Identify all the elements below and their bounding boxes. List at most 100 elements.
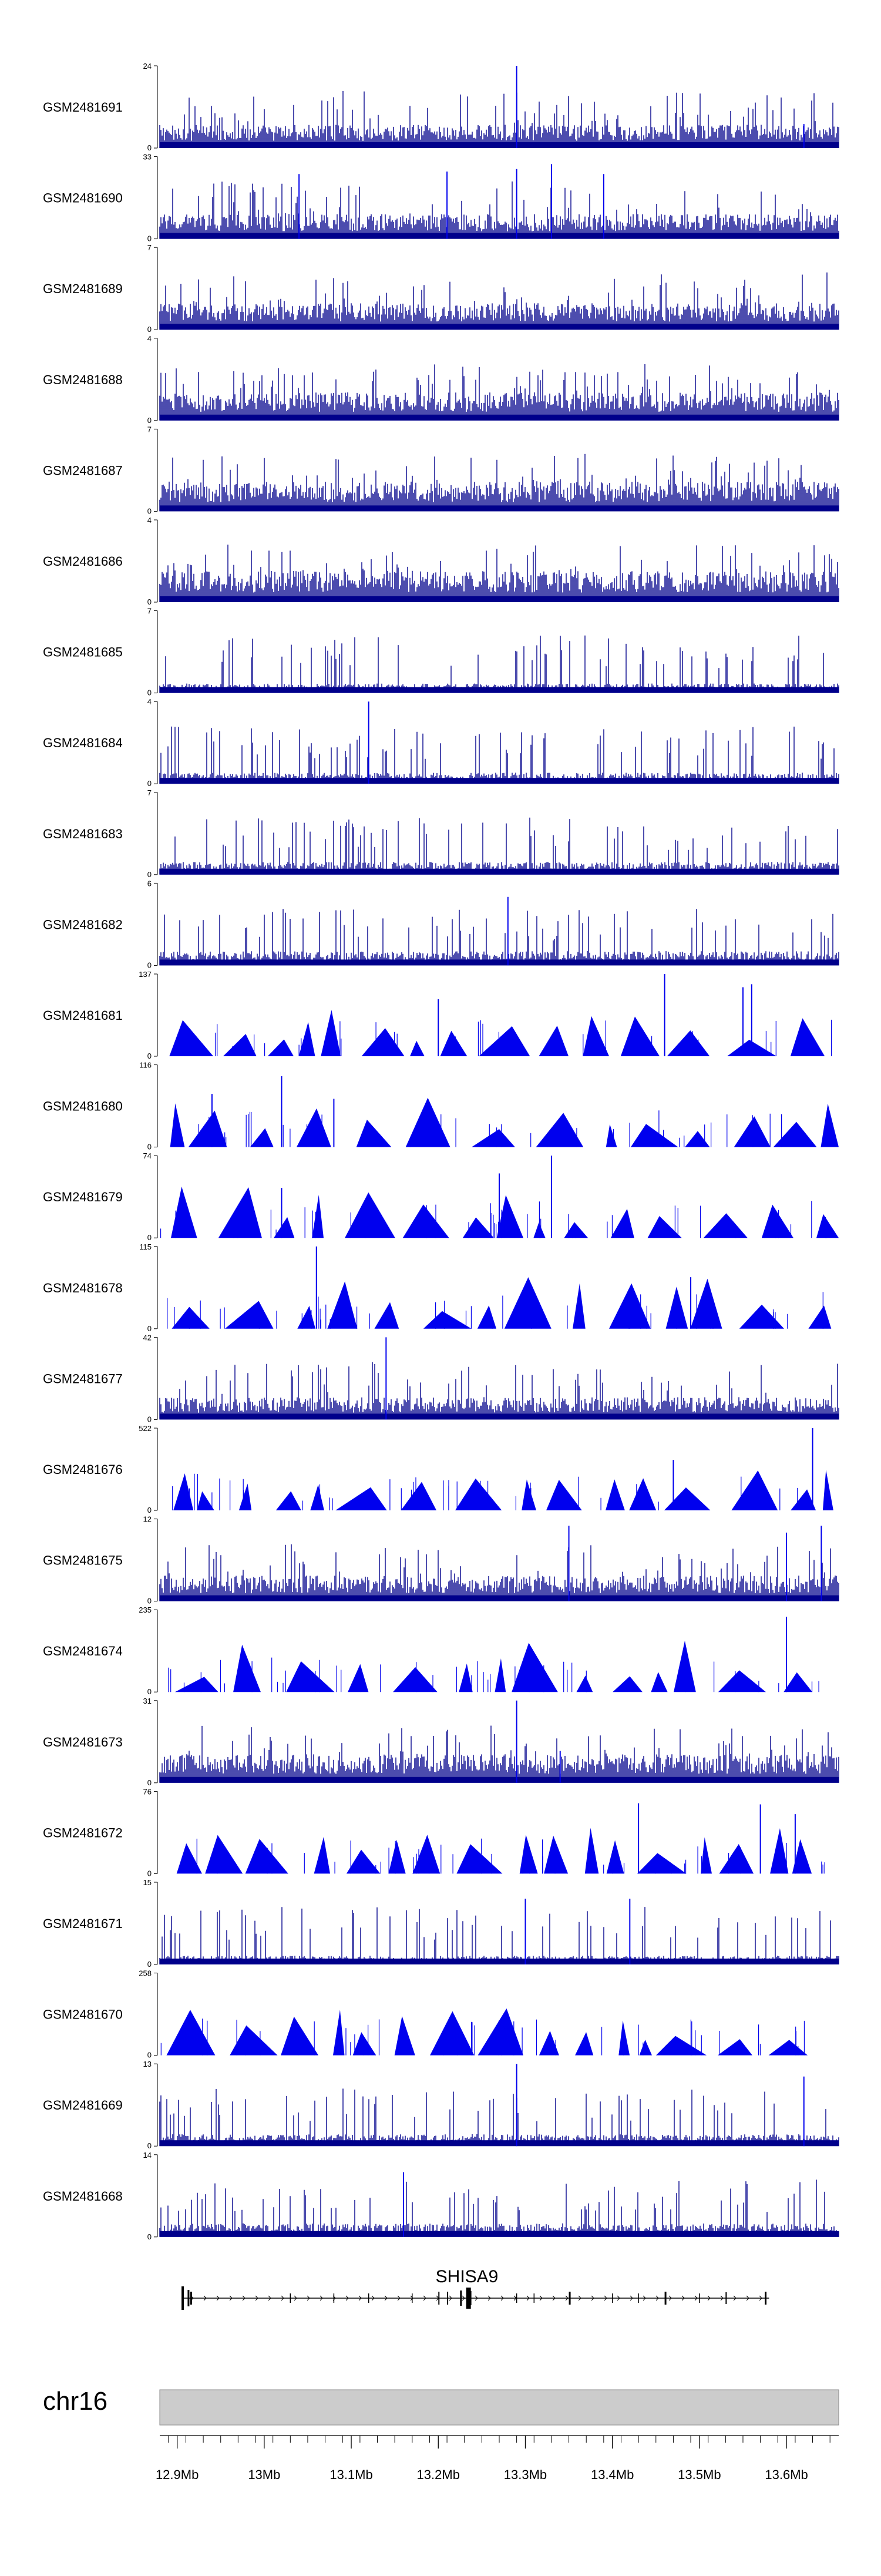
peak-triangle <box>346 1849 381 1874</box>
peak-triangle <box>430 2011 475 2056</box>
peak-triangle <box>790 1018 825 1056</box>
peak-triangle <box>821 1103 839 1147</box>
peak-triangle <box>479 1026 530 1056</box>
peak-triangle <box>230 2025 278 2056</box>
peak-triangle <box>690 1278 722 1329</box>
track-gsm2481683: GSM2481683 7 0 <box>43 788 839 879</box>
y-min-label: 0 <box>147 597 152 606</box>
peak-triangle <box>456 1844 503 1874</box>
y-min-label: 0 <box>147 416 152 425</box>
peak-triangle <box>388 1839 406 1874</box>
peak-triangle <box>314 1836 330 1874</box>
y-min-label: 0 <box>147 688 152 697</box>
track-label: GSM2481691 <box>43 100 123 115</box>
gene-exon <box>447 2292 449 2305</box>
chromosome-label: chr16 <box>43 2387 107 2416</box>
track-label: GSM2481670 <box>43 2007 123 2022</box>
track-gsm2481687: GSM2481687 7 0 <box>43 425 839 515</box>
peak-triangle <box>394 2016 415 2056</box>
coverage-baseline <box>160 687 839 693</box>
y-min-label: 0 <box>147 1960 152 1969</box>
coverage-signal <box>159 454 839 512</box>
peak-triangle <box>352 2032 376 2056</box>
peak-triangle <box>170 1103 185 1147</box>
peak-triangle <box>166 2010 216 2056</box>
y-max-label: 7 <box>147 425 152 434</box>
peak-triangle <box>647 1216 682 1238</box>
peak-triangle <box>610 1208 634 1238</box>
peak-triangle <box>197 1491 214 1510</box>
coverage-baseline <box>160 2140 839 2147</box>
coverage-signal <box>159 817 839 875</box>
peak-triangle <box>639 2040 652 2056</box>
track-gsm2481676: GSM2481676 522 0 <box>43 1424 833 1514</box>
coverage-baseline <box>160 233 839 239</box>
gene-exon <box>466 2288 471 2309</box>
peak-triangle <box>719 1844 754 1874</box>
gene-exon <box>469 2291 472 2305</box>
gene-exon <box>460 2290 462 2306</box>
y-min-label: 0 <box>147 960 152 969</box>
peak-triangle <box>477 1305 496 1329</box>
peak-triangle <box>188 1110 227 1147</box>
peak-triangle <box>573 1283 586 1329</box>
track-label: GSM2481671 <box>43 1916 123 1931</box>
peak-triangle <box>333 2010 345 2056</box>
peak-triangle <box>176 1843 202 1874</box>
gene-exon <box>765 2292 767 2305</box>
peak-triangle <box>664 1487 711 1510</box>
peak-triangle <box>472 1129 515 1147</box>
peak-triangle <box>298 1022 315 1056</box>
coverage-baseline <box>160 868 839 875</box>
track-label: GSM2481688 <box>43 372 123 387</box>
coverage-baseline <box>160 1595 839 1601</box>
coverage-baseline <box>160 142 839 148</box>
peak-triangle <box>250 1128 274 1147</box>
peak-triangle <box>267 1039 294 1056</box>
peak-triangle <box>275 1491 301 1510</box>
y-max-label: 13 <box>143 2060 152 2068</box>
peak-triangle <box>718 2039 752 2056</box>
track-gsm2481681: GSM2481681 137 0 <box>43 970 832 1060</box>
y-min-label: 0 <box>147 1869 152 1878</box>
peak-triangle <box>522 1479 536 1510</box>
peak-triangle <box>703 1213 748 1238</box>
peak-triangle <box>512 1643 558 1692</box>
y-min-label: 0 <box>147 1233 152 1242</box>
coverage-signal <box>159 272 839 330</box>
peak-triangle <box>674 1640 696 1692</box>
coverage-spikes <box>196 1838 825 1874</box>
y-max-label: 24 <box>143 62 152 70</box>
peak-triangle <box>564 1222 589 1238</box>
track-gsm2481668: GSM2481668 14 0 <box>43 2151 839 2241</box>
coverage-spikes <box>167 1292 823 1329</box>
gene-exon <box>190 2292 192 2305</box>
coverage-signal <box>159 2179 839 2237</box>
peak-triangle <box>478 2008 523 2056</box>
peak-triangle <box>536 1113 584 1147</box>
track-label: GSM2481676 <box>43 1462 123 1477</box>
coverage-signal <box>159 1362 839 1420</box>
peak-triangle <box>297 1305 315 1329</box>
track-gsm2481689: GSM2481689 7 0 <box>43 243 839 334</box>
peak-triangle <box>405 1097 450 1147</box>
peak-triangle <box>539 2031 559 2056</box>
coverage-signal <box>159 364 839 421</box>
y-max-label: 31 <box>143 1697 152 1705</box>
track-label: GSM2481679 <box>43 1190 123 1204</box>
gene-track: SHISA9 <box>181 2267 769 2310</box>
y-min-label: 0 <box>147 1687 152 1696</box>
track-label: GSM2481689 <box>43 281 123 296</box>
peak-triangle <box>345 1192 395 1238</box>
track-gsm2481690: GSM2481690 33 0 <box>43 153 839 243</box>
peak-triangle <box>773 1121 817 1147</box>
track-label: GSM2481669 <box>43 2098 123 2112</box>
y-max-label: 12 <box>143 1515 152 1524</box>
peak-triangle <box>667 1030 710 1056</box>
peak-triangle <box>620 1016 660 1056</box>
y-min-label: 0 <box>147 1324 152 1333</box>
peak-triangle <box>739 1304 784 1329</box>
y-min-label: 0 <box>147 1415 152 1423</box>
track-label: GSM2481684 <box>43 735 123 750</box>
peak-triangle <box>172 1307 210 1329</box>
